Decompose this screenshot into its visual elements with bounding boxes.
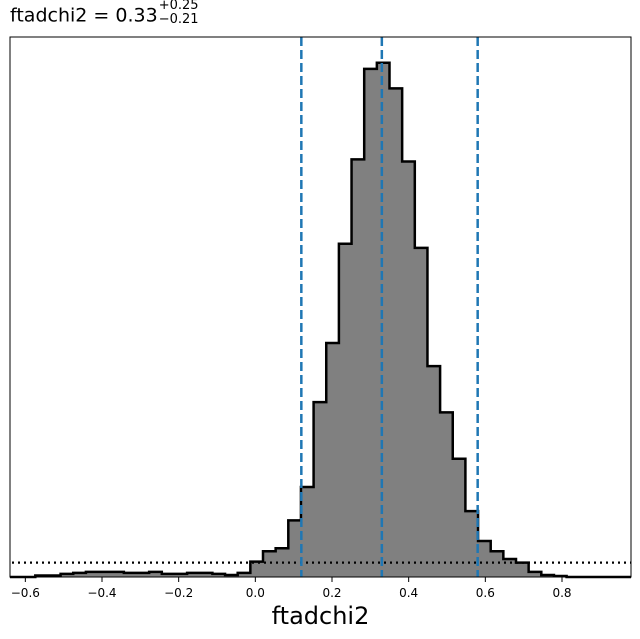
histogram-bar: [516, 562, 530, 577]
histogram-outline: [10, 61, 631, 579]
histogram-bars: [35, 62, 567, 577]
histogram-bar: [465, 511, 479, 577]
histogram-bar: [73, 572, 87, 577]
histogram-bar: [351, 159, 365, 577]
histogram-bar: [237, 572, 251, 577]
title-param: ftadchi2: [10, 4, 88, 27]
histogram-bar: [187, 572, 201, 577]
title-value: 0.33: [115, 4, 158, 27]
histogram-bar: [376, 62, 390, 577]
histogram-bar: [364, 68, 378, 577]
title-errors: +0.25 −0.21: [159, 0, 199, 27]
histogram-bar: [98, 571, 112, 577]
x-tick-label: 0.4: [399, 586, 418, 600]
x-tick-label: −0.6: [11, 586, 40, 600]
x-tick-label: 0.6: [476, 586, 495, 600]
histogram-bar: [111, 571, 125, 577]
histogram-bar: [174, 573, 188, 577]
histogram-bar: [60, 573, 74, 577]
plot-frame: [9, 36, 632, 578]
x-tick-label: 0.0: [246, 586, 265, 600]
histogram-bar: [503, 559, 517, 577]
title-equals: =: [87, 4, 116, 27]
histogram-bar: [199, 572, 213, 577]
histogram-bar: [389, 88, 403, 577]
x-tick-label: 0.8: [552, 586, 571, 600]
histogram-bar: [440, 412, 454, 577]
histogram-bar: [338, 243, 352, 577]
histogram-bar: [528, 571, 542, 577]
histogram-bar: [427, 366, 441, 577]
x-axis-label: ftadchi2: [272, 602, 370, 630]
histogram-bar: [212, 573, 226, 577]
x-tick-label: −0.2: [164, 586, 193, 600]
x-tick-label: −0.4: [87, 586, 116, 600]
quantile-lines: [300, 37, 479, 577]
histogram-bar: [263, 551, 277, 577]
histogram-bar: [300, 487, 314, 577]
histogram-bar: [123, 572, 137, 577]
histogram-bar: [414, 247, 428, 577]
histogram-bar: [478, 541, 492, 577]
title-err-plus: +0.25: [158, 0, 199, 13]
histogram-bar: [161, 573, 175, 577]
histogram-bar: [452, 458, 466, 577]
x-tick-label: 0.2: [322, 586, 341, 600]
histogram-bar: [136, 572, 150, 577]
histogram-bar: [402, 161, 416, 577]
histogram-bar: [326, 343, 340, 577]
histogram-bar: [149, 571, 163, 577]
histogram-bar: [288, 520, 302, 577]
chart-title: ftadchi2 = 0.33 +0.25 −0.21: [10, 0, 199, 30]
x-axis: −0.6 −0.4 −0.2 0.0 0.2 0.4 0.6 0.8: [11, 577, 572, 600]
histogram-bar: [85, 571, 99, 577]
histogram-bar: [250, 561, 264, 577]
histogram-bar: [313, 402, 327, 577]
histogram-bar: [490, 551, 504, 577]
title-err-minus: −0.21: [158, 12, 199, 27]
